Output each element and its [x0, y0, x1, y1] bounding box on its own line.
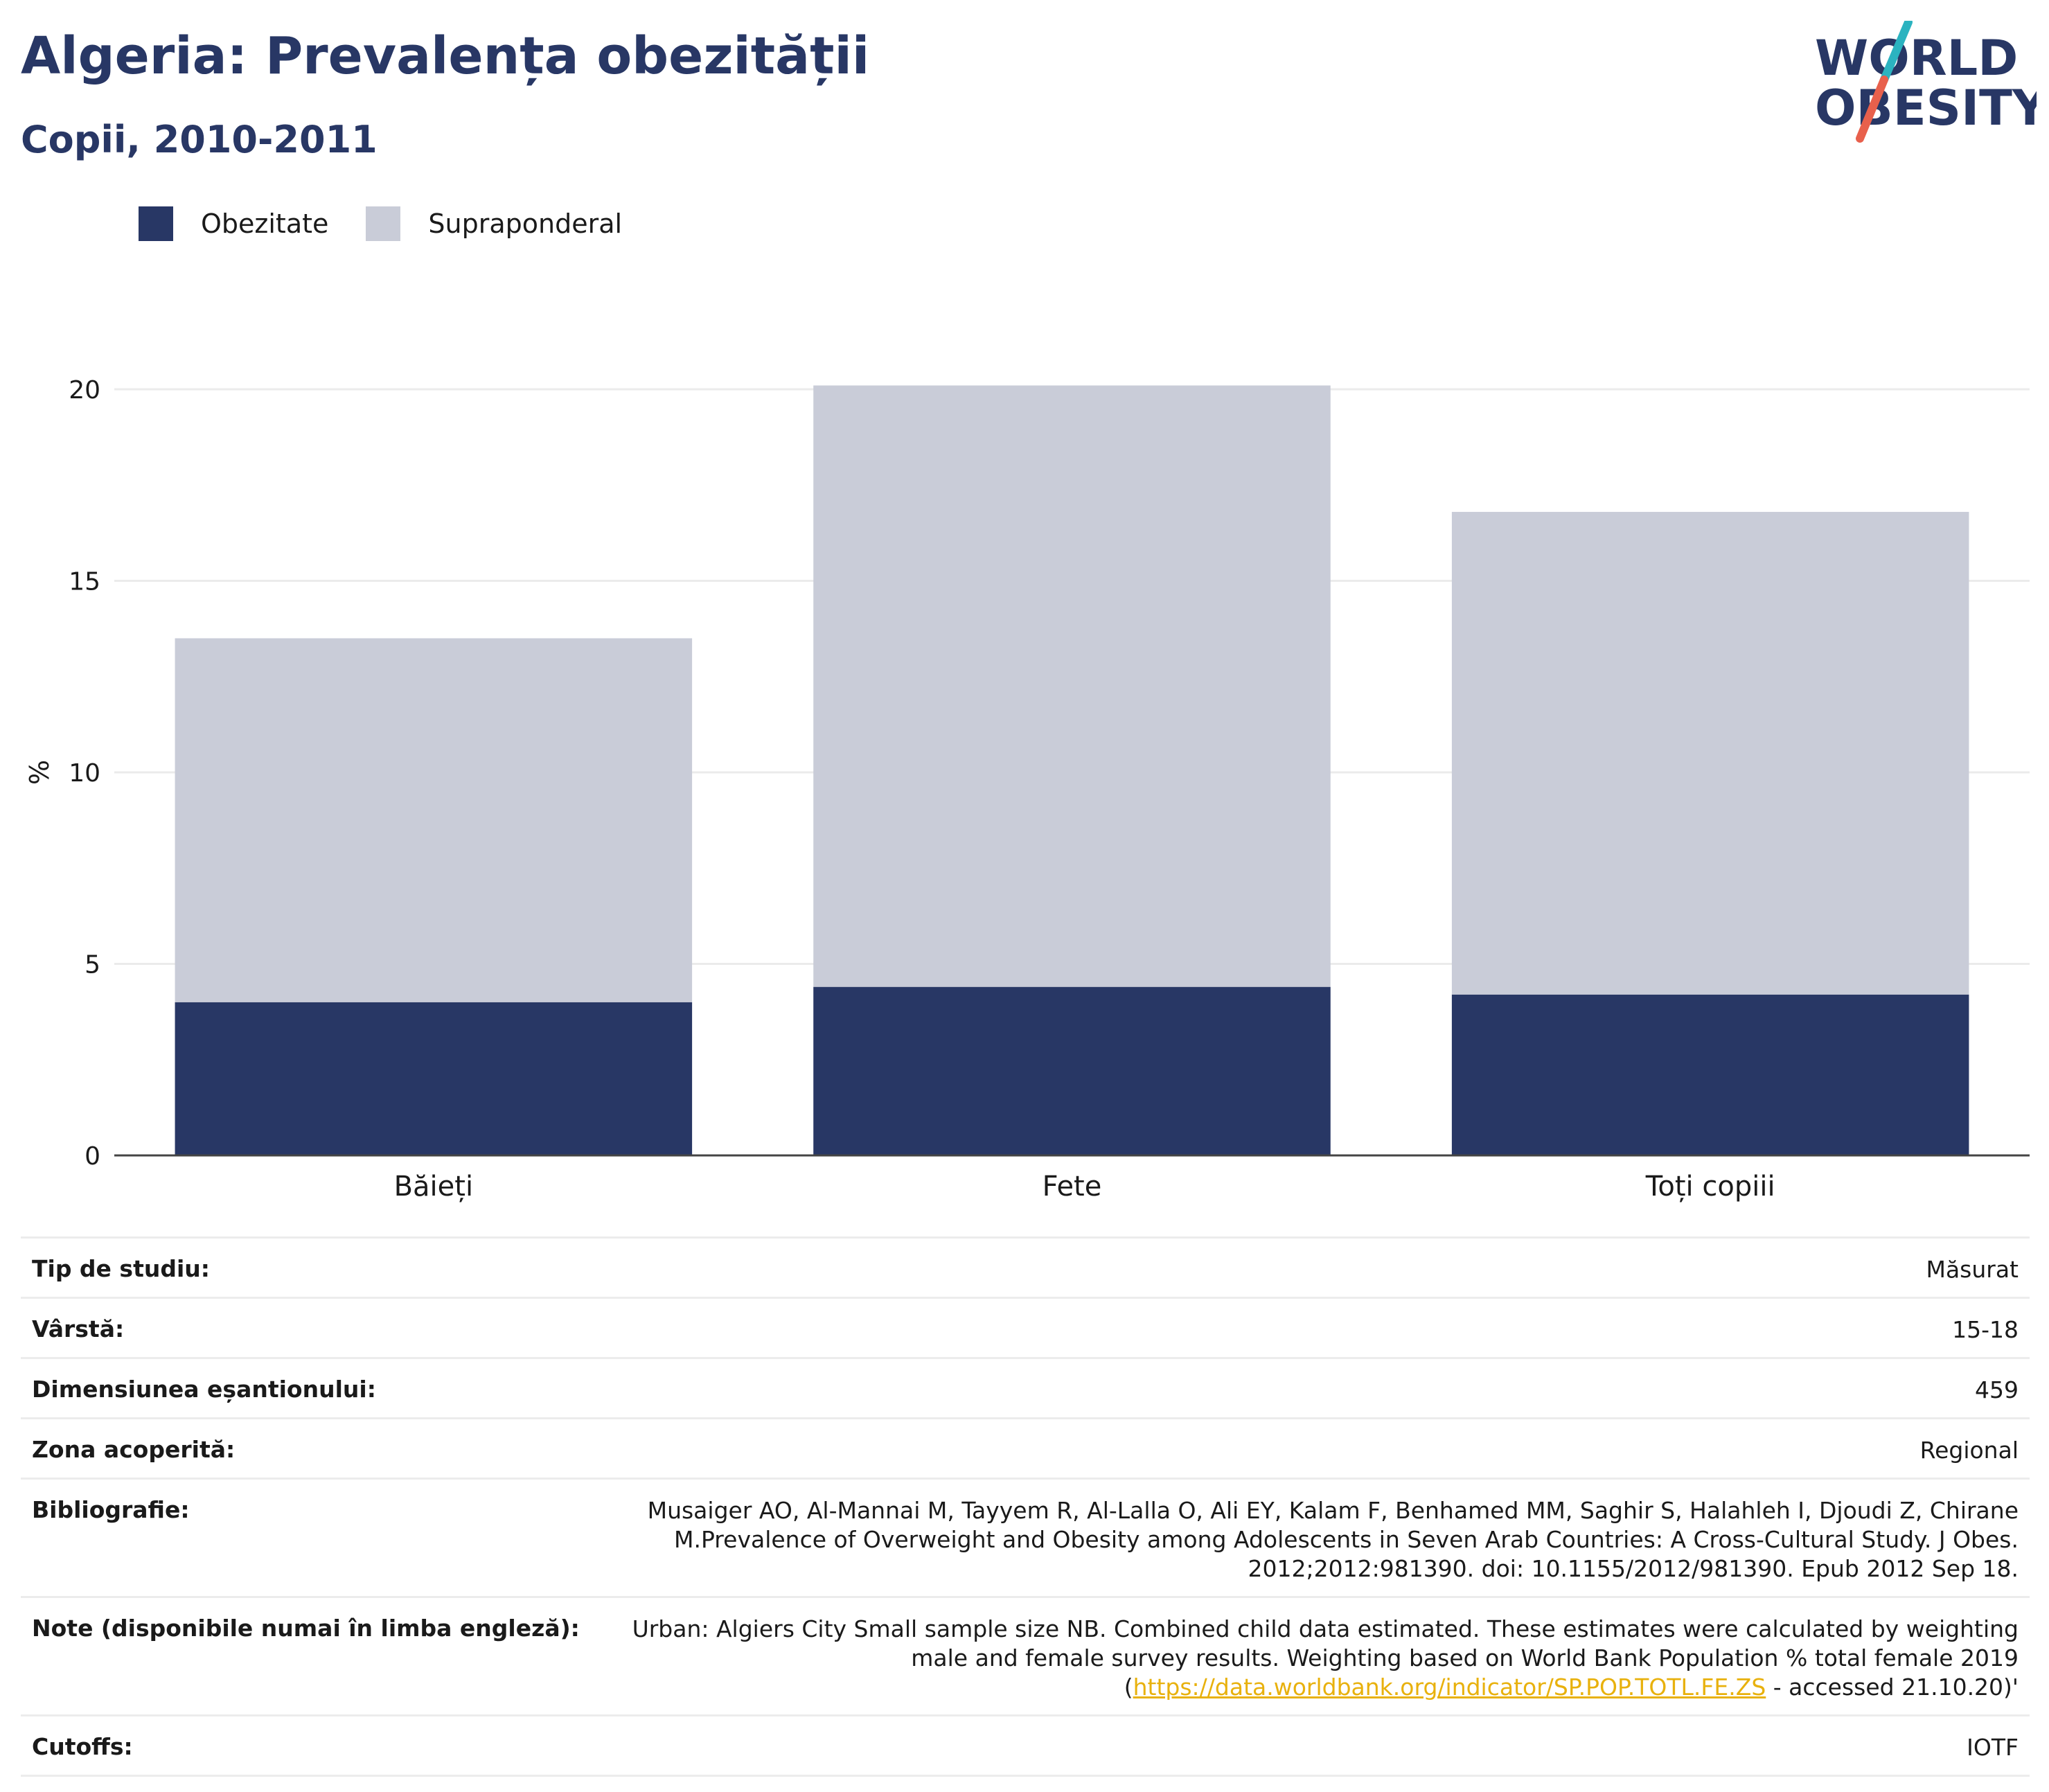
info-value-text-after: - accessed 21.10.20)' [1766, 1674, 2019, 1701]
chart-legend: Obezitate Supraponderal [139, 206, 659, 241]
worldbank-link[interactable]: https://data.worldbank.org/indicator/SP.… [1133, 1674, 1766, 1701]
logo-slash-coral [1856, 76, 1888, 143]
legend-item-obesity[interactable]: Obezitate [139, 206, 328, 241]
info-value: 459 [1975, 1376, 2019, 1405]
info-row: Cutoffs: IOTF [21, 1714, 2030, 1777]
page-subtitle: Copii, 2010-2011 [21, 118, 378, 161]
info-value: IOTF [1967, 1733, 2019, 1762]
page-title: Algeria: Prevalența obezității [21, 26, 870, 86]
info-value: Urban: Algiers City Small sample size NB… [607, 1615, 2019, 1702]
x-tick-label: Toți copiii [1645, 1171, 1775, 1203]
world-obesity-logo: WORLD OBESITY [1815, 21, 2037, 143]
stacked-bar-chart: 0 5 10 15 20% Băieți Fete Toți copiii [24, 376, 2030, 1203]
info-label: Bibliografie: [32, 1496, 190, 1523]
info-value: Măsurat [1926, 1255, 2019, 1284]
bar-obesity [175, 1002, 693, 1155]
legend-label-overweight: Supraponderal [428, 209, 623, 239]
y-axis-label: % [24, 760, 55, 785]
info-value-text: 15-18 [1952, 1316, 2019, 1343]
info-value-text: Regional [1919, 1437, 2019, 1464]
info-value-text: 459 [1975, 1376, 2019, 1403]
info-label: Tip de studiu: [32, 1255, 210, 1282]
logo-slash-teal [1880, 21, 1913, 84]
info-label: Cutoffs: [32, 1733, 133, 1760]
info-value-text: Urban: Algiers City Small sample size NB… [632, 1615, 2019, 1701]
legend-label-obesity: Obezitate [201, 209, 329, 239]
info-value-text: IOTF [1967, 1734, 2019, 1761]
info-row: Bibliografie: Musaiger AO, Al-Mannai M, T… [21, 1478, 2030, 1596]
study-info-table: Tip de studiu: Măsurat Vârstă: 15-18 Dimensi… [21, 1236, 2030, 1777]
info-label: Dimensiunea eșantionului: [32, 1376, 376, 1403]
logo-text-world: WORLD [1815, 30, 2018, 87]
legend-swatch-obesity [139, 206, 173, 241]
bar-overweight [175, 638, 693, 1002]
legend-swatch-overweight [366, 206, 401, 241]
y-tick-label: 5 [85, 951, 100, 979]
bar-obesity [1451, 994, 1969, 1155]
info-row: Tip de studiu: Măsurat [21, 1236, 2030, 1297]
x-tick-label: Fete [1043, 1171, 1102, 1203]
info-label: Vârstă: [32, 1315, 125, 1342]
info-row: Vârstă: 15-18 [21, 1297, 2030, 1357]
bar-obesity [813, 986, 1331, 1155]
info-row: Note (disponibile numai în limba engleză… [21, 1596, 2030, 1714]
info-row: Zona acoperită: Regional [21, 1417, 2030, 1478]
info-value: Regional [1920, 1436, 2019, 1465]
y-tick-label: 20 [69, 376, 100, 405]
bar-overweight [1451, 511, 1969, 995]
info-row: Dimensiunea eșantionului: 459 [21, 1357, 2030, 1417]
y-tick-label: 0 [85, 1142, 100, 1171]
info-value: 15-18 [1952, 1315, 2019, 1345]
bar-overweight [813, 385, 1331, 987]
info-label: Zona acoperită: [32, 1436, 236, 1463]
logo-text-obesity: OBESITY [1815, 80, 2037, 136]
info-value: Musaiger AO, Al-Mannai M, Tayyem R, Al-L… [529, 1496, 2019, 1583]
info-value-text: Măsurat [1926, 1256, 2019, 1283]
legend-item-overweight[interactable]: Supraponderal [366, 206, 622, 241]
info-value-text: Musaiger AO, Al-Mannai M, Tayyem R, Al-L… [647, 1497, 2019, 1582]
info-label: Note (disponibile numai în limba engleză… [32, 1615, 580, 1642]
y-tick-label: 10 [69, 759, 100, 788]
x-tick-label: Băieți [394, 1171, 473, 1203]
y-tick-label: 15 [69, 568, 100, 596]
